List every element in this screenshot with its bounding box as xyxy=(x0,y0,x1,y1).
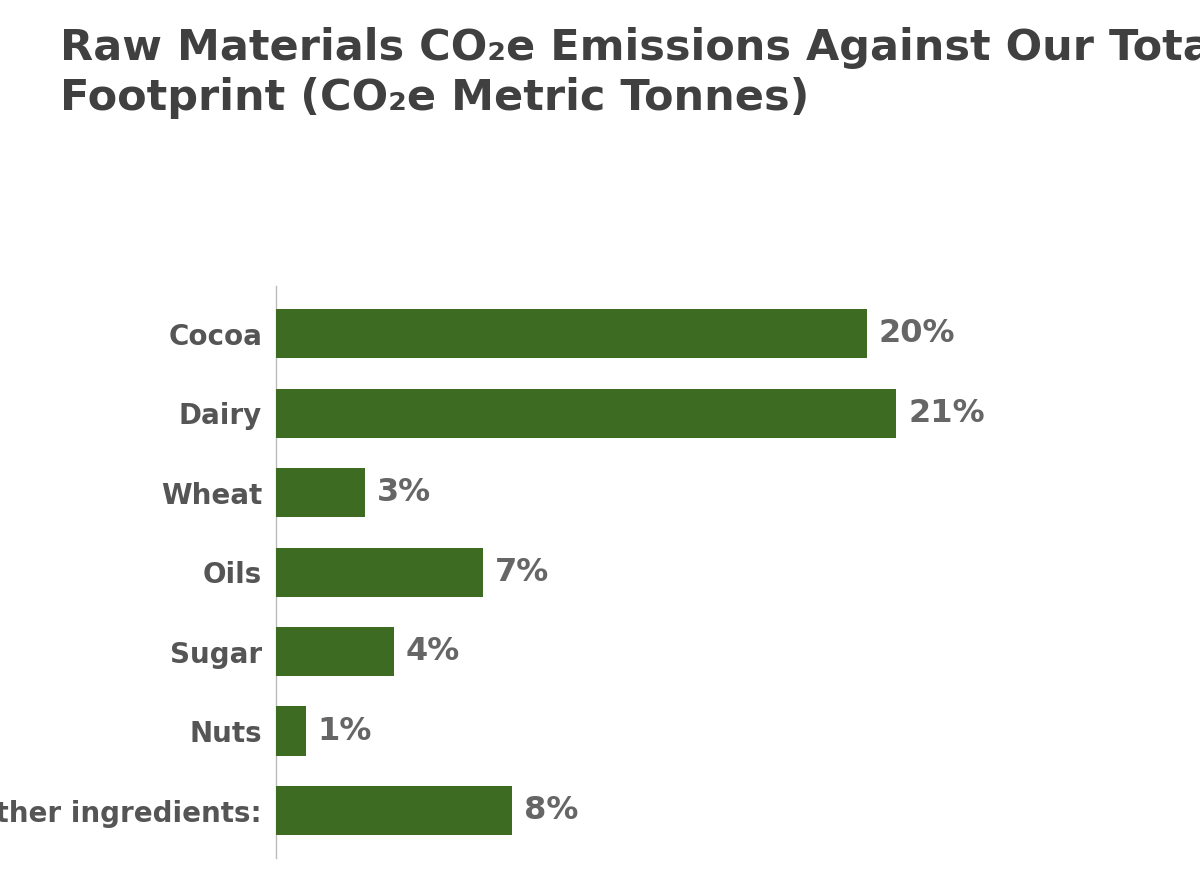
Text: 1%: 1% xyxy=(317,715,372,746)
Bar xyxy=(276,389,896,438)
Bar xyxy=(276,468,365,518)
Text: 20%: 20% xyxy=(878,318,955,350)
Text: 8%: 8% xyxy=(524,795,578,826)
Bar xyxy=(276,706,306,755)
Bar xyxy=(276,627,394,676)
Bar xyxy=(276,309,866,358)
Text: 7%: 7% xyxy=(494,557,548,587)
Text: 4%: 4% xyxy=(406,637,461,667)
Text: 3%: 3% xyxy=(377,477,431,508)
Text: 21%: 21% xyxy=(908,398,985,429)
Bar xyxy=(276,786,512,835)
Text: Raw Materials CO₂e Emissions Against Our Total Carbon
Footprint (CO₂e Metric Ton: Raw Materials CO₂e Emissions Against Our… xyxy=(60,27,1200,119)
Bar xyxy=(276,547,482,597)
